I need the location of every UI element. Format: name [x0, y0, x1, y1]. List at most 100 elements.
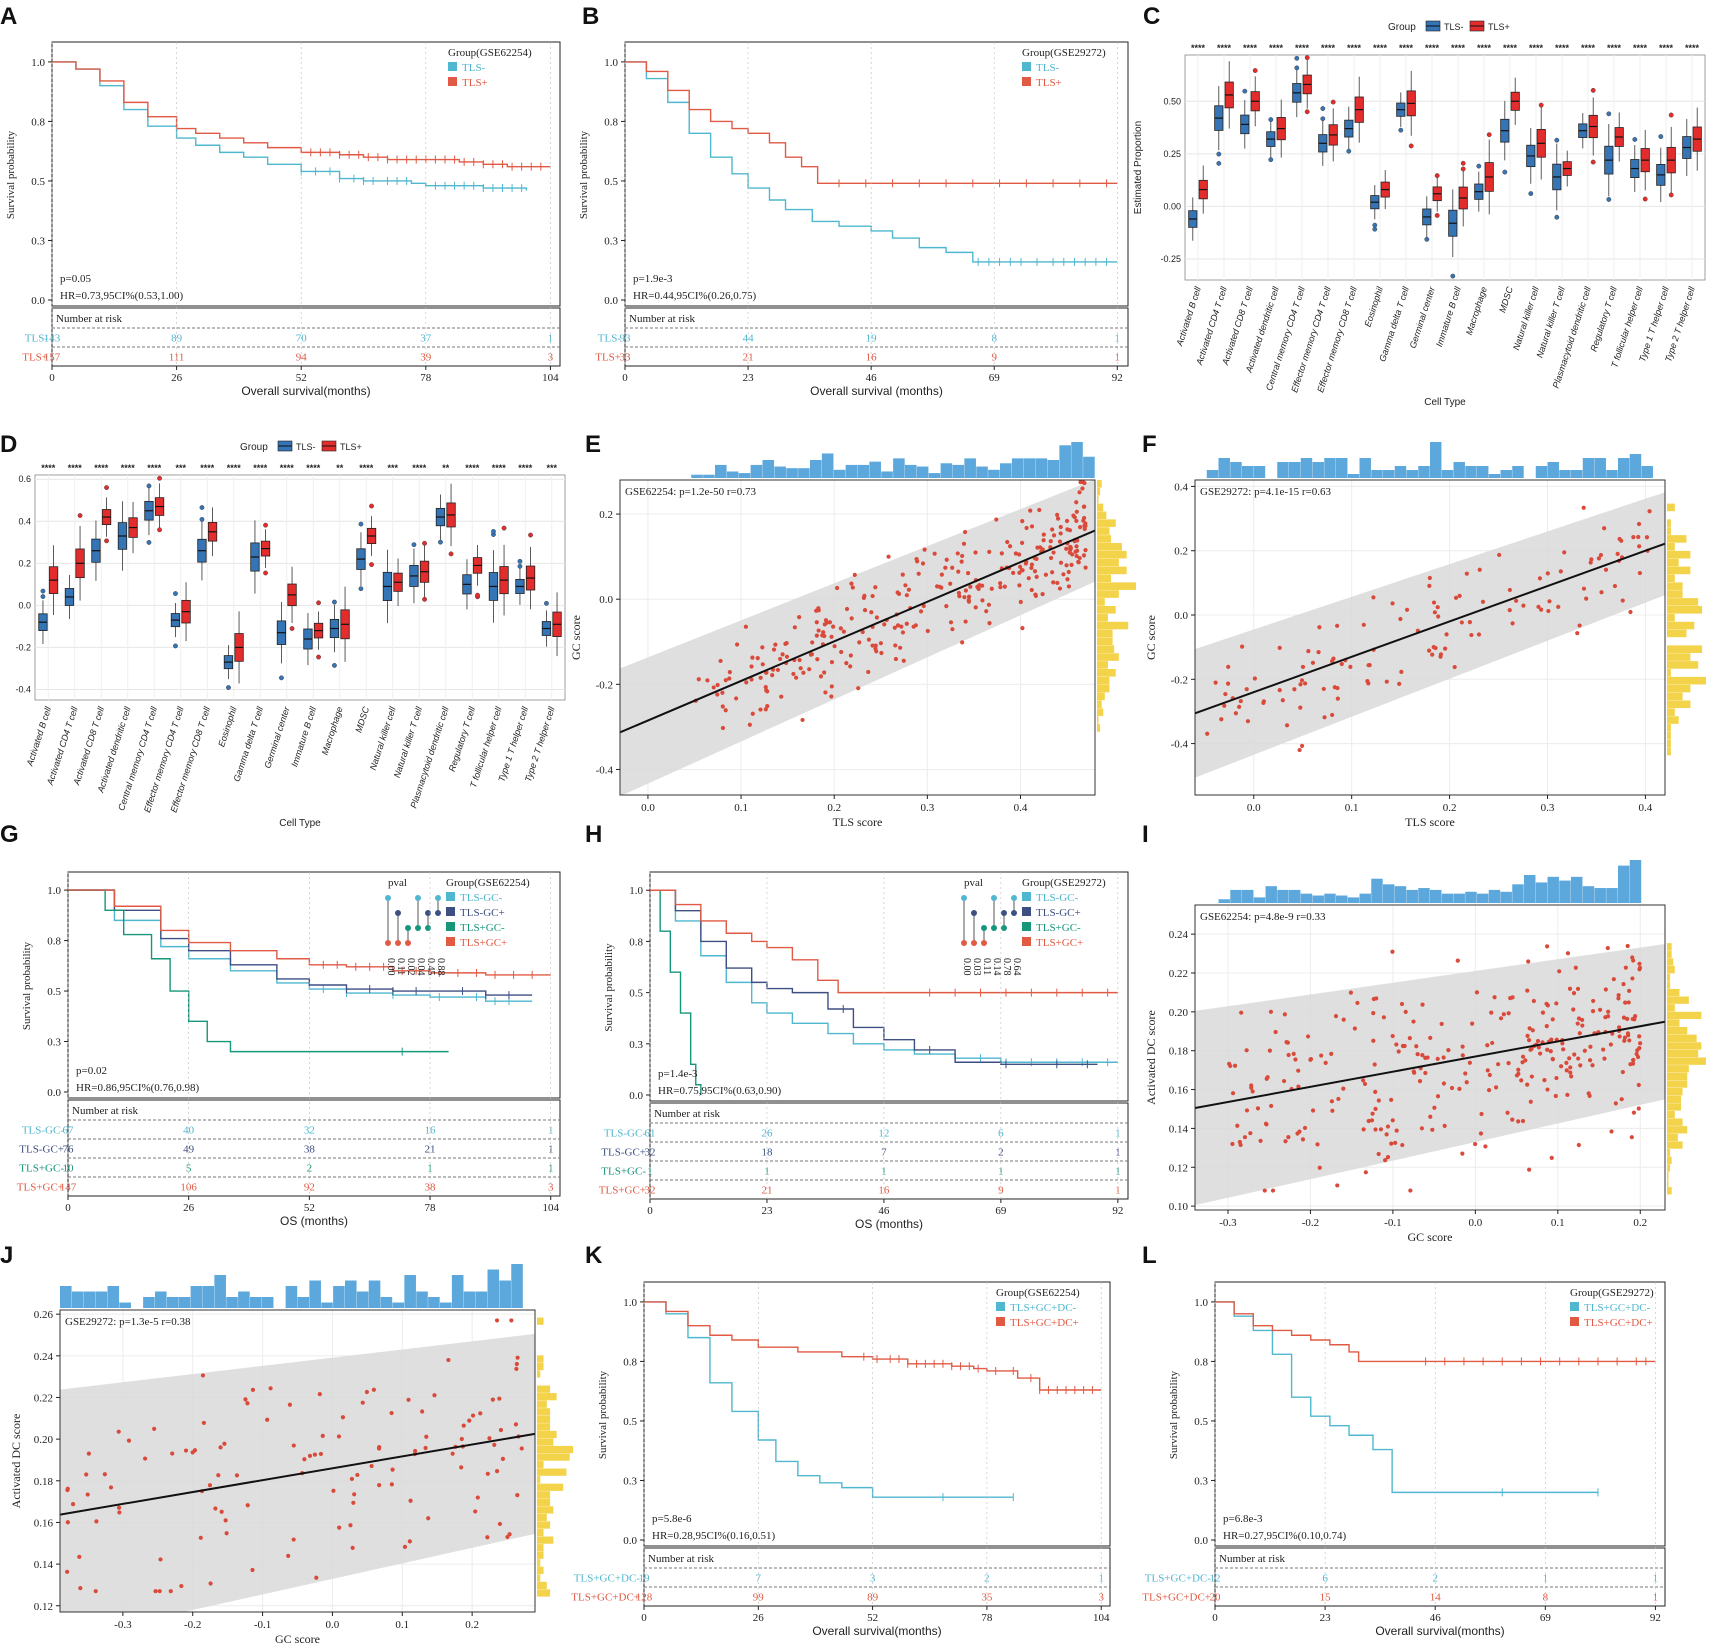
box-outlier [104, 485, 108, 489]
scatter-point [1461, 1053, 1465, 1057]
correlation-annotation: GSE62254: p=4.8e-9 r=0.33 [1200, 911, 1326, 923]
panel-letter-f: F [1142, 431, 1157, 458]
scatter-point [1416, 1052, 1420, 1056]
marginal-hist-bar-x [404, 1275, 416, 1308]
scatter-point [1068, 528, 1072, 532]
hazard-ratio: HR=0.44,95CI%(0.26,0.75) [633, 290, 757, 302]
scatter-point [377, 1483, 381, 1487]
marginal-hist-bar-x [1395, 886, 1406, 903]
scatter-point [495, 1318, 499, 1322]
marginal-hist-bar-x [1348, 474, 1359, 478]
scatter-point [1292, 687, 1296, 691]
box-outlier [502, 526, 506, 530]
scatter-point [1271, 1188, 1275, 1192]
scatter-point [882, 622, 886, 626]
scatter-point [1075, 510, 1079, 514]
scatter-point [1239, 1011, 1243, 1015]
marginal-hist-bar-x [822, 453, 834, 478]
box-outlier [1253, 68, 1257, 72]
box-outlier [1591, 160, 1595, 164]
box-outlier [332, 600, 336, 604]
marginal-hist-bar-y [1667, 614, 1675, 622]
pval-dot [415, 895, 421, 901]
scatter-point [1546, 609, 1550, 613]
scatter-point [117, 1506, 121, 1510]
scatter-point [856, 686, 860, 690]
scatter-point [962, 595, 966, 599]
scatter-point [1297, 748, 1301, 752]
marginal-hist-bar-x [1324, 894, 1335, 903]
scatter-point [473, 1509, 477, 1513]
scatter-point [1274, 1030, 1278, 1034]
scatter-point [1597, 556, 1601, 560]
scatter-point [1051, 580, 1055, 584]
marginal-hist-bar-y [537, 1461, 544, 1468]
scatter-point [821, 630, 825, 634]
scatter-point [1083, 524, 1087, 528]
y-tick-label: 0.3 [629, 1039, 643, 1051]
marginal-hist-bar-x [786, 468, 798, 478]
scatter-point [756, 656, 760, 660]
scatter-point [1059, 525, 1063, 529]
scatter-point [1286, 1135, 1290, 1139]
scatter-point [1532, 999, 1536, 1003]
x-tick-label: Activated B cell [24, 705, 53, 769]
scatter-point [1469, 633, 1473, 637]
marginal-hist-bar-x [1313, 896, 1324, 903]
y-tick-label: 1.0 [47, 885, 61, 897]
marginal-hist-bar-x [1395, 466, 1406, 478]
scatter-point [1458, 594, 1462, 598]
pval-value: 0.00 [961, 958, 972, 976]
scatter-point [853, 573, 857, 577]
marginal-hist-bar-y [1667, 661, 1698, 669]
scatter-point [1554, 1076, 1558, 1080]
legend-swatch [1022, 77, 1031, 86]
scatter-point [1521, 1119, 1525, 1123]
scatter-point [1405, 608, 1409, 612]
marginal-hist-bar-y [1667, 1111, 1675, 1118]
scatter-point [851, 585, 855, 589]
scatter-point [1538, 1051, 1542, 1055]
marginal-hist-bar-x [1606, 888, 1617, 903]
significance-label: **** [280, 463, 295, 473]
box-outlier [173, 591, 177, 595]
scatter-point [1245, 687, 1249, 691]
scatter-point [1055, 513, 1059, 517]
scatter-point [901, 573, 905, 577]
scatter-point [1617, 537, 1621, 541]
marginal-hist-bar-x [1383, 884, 1394, 903]
scatter-point [1248, 1131, 1252, 1135]
marginal-hist-bar-y [1667, 740, 1671, 748]
y-axis-title: Survival probability [578, 130, 590, 219]
pval-dot [405, 925, 411, 931]
scatter-point [950, 627, 954, 631]
km-curve-tls-gc- [650, 890, 1097, 1064]
marginal-hist-bar-y [1667, 645, 1702, 653]
marginal-hist-bar-x [917, 467, 929, 478]
scatter-point [1044, 573, 1048, 577]
box-outlier [1503, 170, 1507, 174]
scatter-point [1239, 699, 1243, 703]
marginal-hist-bar-y [1667, 685, 1690, 693]
marginal-hist-bar-y [1667, 1088, 1683, 1095]
x-tick-label: -0.1 [1384, 1217, 1401, 1229]
marginal-hist-bar-x [262, 1297, 274, 1308]
marginal-hist-bar-x [1595, 458, 1606, 478]
significance-label: **** [1529, 43, 1544, 53]
marginal-hist-bar-y [537, 1582, 547, 1589]
scatter-point [1442, 1055, 1446, 1059]
scatter-point [1436, 605, 1440, 609]
marginal-hist-bar-y [537, 1589, 550, 1596]
marginal-hist-bar-y [1667, 1073, 1687, 1080]
box-outlier [518, 564, 522, 568]
scatter-point [94, 1519, 98, 1523]
scatter-point [1223, 692, 1227, 696]
legend-swatch [446, 892, 455, 901]
scatter-point [1394, 1042, 1398, 1046]
y-tick-label: 0.5 [629, 988, 643, 1000]
box-outlier [1529, 191, 1533, 195]
x-tick-label: 0.0 [326, 1619, 340, 1631]
scatter-point [1637, 522, 1641, 526]
box-outlier [359, 522, 363, 526]
scatter-point [1525, 1083, 1529, 1087]
